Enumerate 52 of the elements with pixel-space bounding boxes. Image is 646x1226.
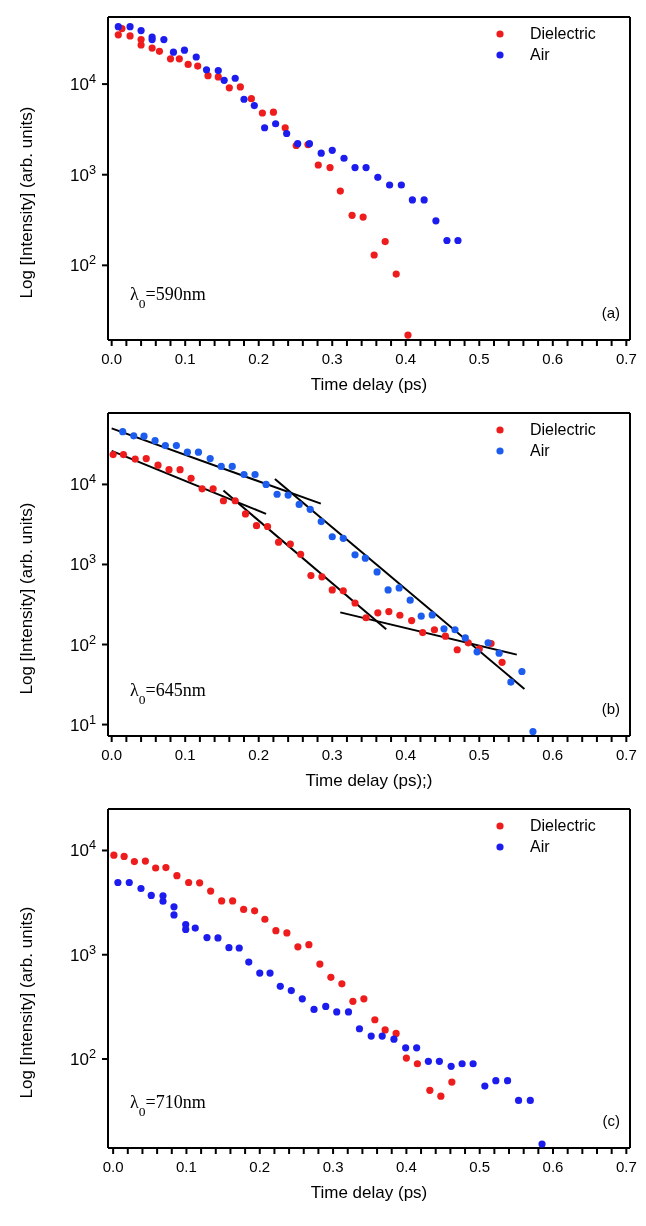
x-tick-label: 0.0	[101, 350, 123, 367]
y-tick-label: 10$^{4}$	[69, 836, 96, 861]
y-tick-label: 10$^{3}$	[69, 161, 96, 185]
x-axis-title: Time delay (ps)	[310, 375, 428, 394]
y-tick-label: 10$^{3}$	[69, 941, 96, 965]
annotation: (c)	[602, 1112, 620, 1129]
x-tick-label: 0.1	[174, 746, 196, 763]
x-tick-label: 0.6	[542, 350, 564, 367]
x-tick-label: 0.2	[248, 350, 270, 367]
x-tick-label: 0.2	[248, 746, 270, 763]
y-tick-label: 10$^{4}$	[69, 470, 96, 495]
x-tick-label: 0.7	[615, 746, 637, 763]
x-tick-label: 0.7	[615, 350, 637, 367]
x-tick-label: 0.6	[542, 746, 564, 763]
x-tick-label: 0.2	[249, 1158, 271, 1175]
annotation: (a)	[601, 304, 620, 321]
x-tick-label: 0.4	[395, 1158, 417, 1175]
annotation: λ$_{0}$=645nm	[130, 680, 206, 707]
x-tick-label: 0.7	[615, 1158, 637, 1175]
y-axis-title: Log [Intensity] (arb. units)	[17, 502, 37, 695]
x-tick-label: 0.1	[174, 350, 196, 367]
legend-label: Dielectric	[530, 421, 596, 438]
y-axis-title: Log [Intensity] (arb. units)	[17, 106, 37, 299]
x-tick-label: 0.5	[468, 350, 490, 367]
annotation: λ$_{0}$=710nm	[130, 1092, 206, 1119]
y-tick-label: 10$^{4}$	[69, 70, 96, 95]
y-tick-label: 10$^{2}$	[69, 631, 96, 655]
annotation: (b)	[601, 700, 620, 717]
x-axis-title: Time delay (ps);)	[305, 771, 433, 790]
x-tick-label: 0.0	[102, 1158, 124, 1175]
annotation: λ$_{0}$=590nm	[130, 284, 206, 311]
legend-label: Air	[530, 46, 551, 63]
x-tick-label: 0.5	[469, 1158, 491, 1175]
legend-label: Dielectric	[530, 25, 596, 42]
x-tick-label: 0.3	[322, 1158, 344, 1175]
x-tick-label: 0.6	[542, 1158, 564, 1175]
x-tick-label: 0.1	[176, 1158, 197, 1175]
x-axis-title: Time delay (ps)	[310, 1183, 428, 1202]
legend-label: Air	[530, 442, 551, 459]
legend-label: Dielectric	[530, 817, 596, 834]
x-tick-label: 0.3	[321, 746, 343, 763]
x-tick-label: 0.5	[468, 746, 490, 763]
y-tick-label: 10$^{2}$	[69, 1045, 96, 1069]
y-tick-label: 10$^{3}$	[69, 550, 96, 575]
y-axis-title: Log [Intensity] (arb. units)	[17, 906, 37, 1099]
y-tick-label: 10$^{1}$	[69, 711, 96, 735]
y-tick-label: 10$^{2}$	[69, 251, 96, 276]
x-tick-label: 0.3	[321, 350, 343, 367]
legend-label: Air	[530, 838, 551, 855]
x-tick-label: 0.4	[395, 350, 417, 367]
x-tick-label: 0.0	[101, 746, 123, 763]
x-tick-label: 0.4	[395, 746, 417, 763]
